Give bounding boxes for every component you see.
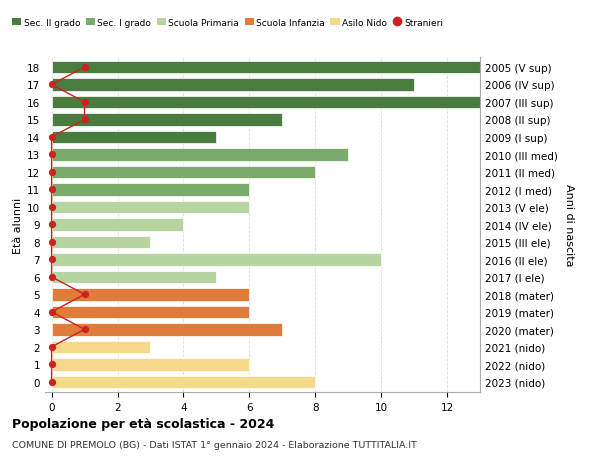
- Point: [47, 186, 56, 194]
- Point: [47, 134, 56, 141]
- Point: [47, 82, 56, 89]
- Bar: [52, 201, 250, 214]
- Bar: [52, 184, 250, 196]
- Point: [47, 239, 56, 246]
- Text: Popolazione per età scolastica - 2024: Popolazione per età scolastica - 2024: [12, 417, 274, 430]
- Point: [47, 343, 56, 351]
- Bar: [52, 375, 315, 388]
- Y-axis label: Anni di nascita: Anni di nascita: [565, 184, 574, 266]
- Bar: [52, 96, 480, 109]
- Bar: [52, 323, 282, 336]
- Bar: [52, 79, 414, 92]
- Y-axis label: Età alunni: Età alunni: [13, 197, 23, 253]
- Bar: [52, 114, 282, 127]
- Point: [47, 151, 56, 159]
- Bar: [52, 288, 250, 301]
- Point: [80, 99, 89, 106]
- Point: [80, 291, 89, 298]
- Bar: [52, 166, 315, 179]
- Bar: [52, 131, 217, 144]
- Point: [80, 117, 89, 124]
- Point: [47, 361, 56, 368]
- Bar: [52, 253, 381, 266]
- Point: [47, 256, 56, 263]
- Bar: [52, 306, 250, 319]
- Bar: [52, 358, 250, 371]
- Point: [80, 64, 89, 72]
- Bar: [52, 149, 348, 162]
- Legend: Sec. II grado, Sec. I grado, Scuola Primaria, Scuola Infanzia, Asilo Nido, Stran: Sec. II grado, Sec. I grado, Scuola Prim…: [8, 15, 447, 31]
- Bar: [52, 62, 480, 74]
- Point: [47, 169, 56, 176]
- Point: [47, 274, 56, 281]
- Point: [80, 326, 89, 333]
- Text: COMUNE DI PREMOLO (BG) - Dati ISTAT 1° gennaio 2024 - Elaborazione TUTTITALIA.IT: COMUNE DI PREMOLO (BG) - Dati ISTAT 1° g…: [12, 440, 417, 449]
- Point: [47, 378, 56, 386]
- Bar: [52, 218, 184, 231]
- Point: [47, 204, 56, 211]
- Bar: [52, 236, 151, 249]
- Bar: [52, 271, 217, 284]
- Point: [47, 221, 56, 229]
- Point: [47, 308, 56, 316]
- Bar: [52, 341, 151, 353]
